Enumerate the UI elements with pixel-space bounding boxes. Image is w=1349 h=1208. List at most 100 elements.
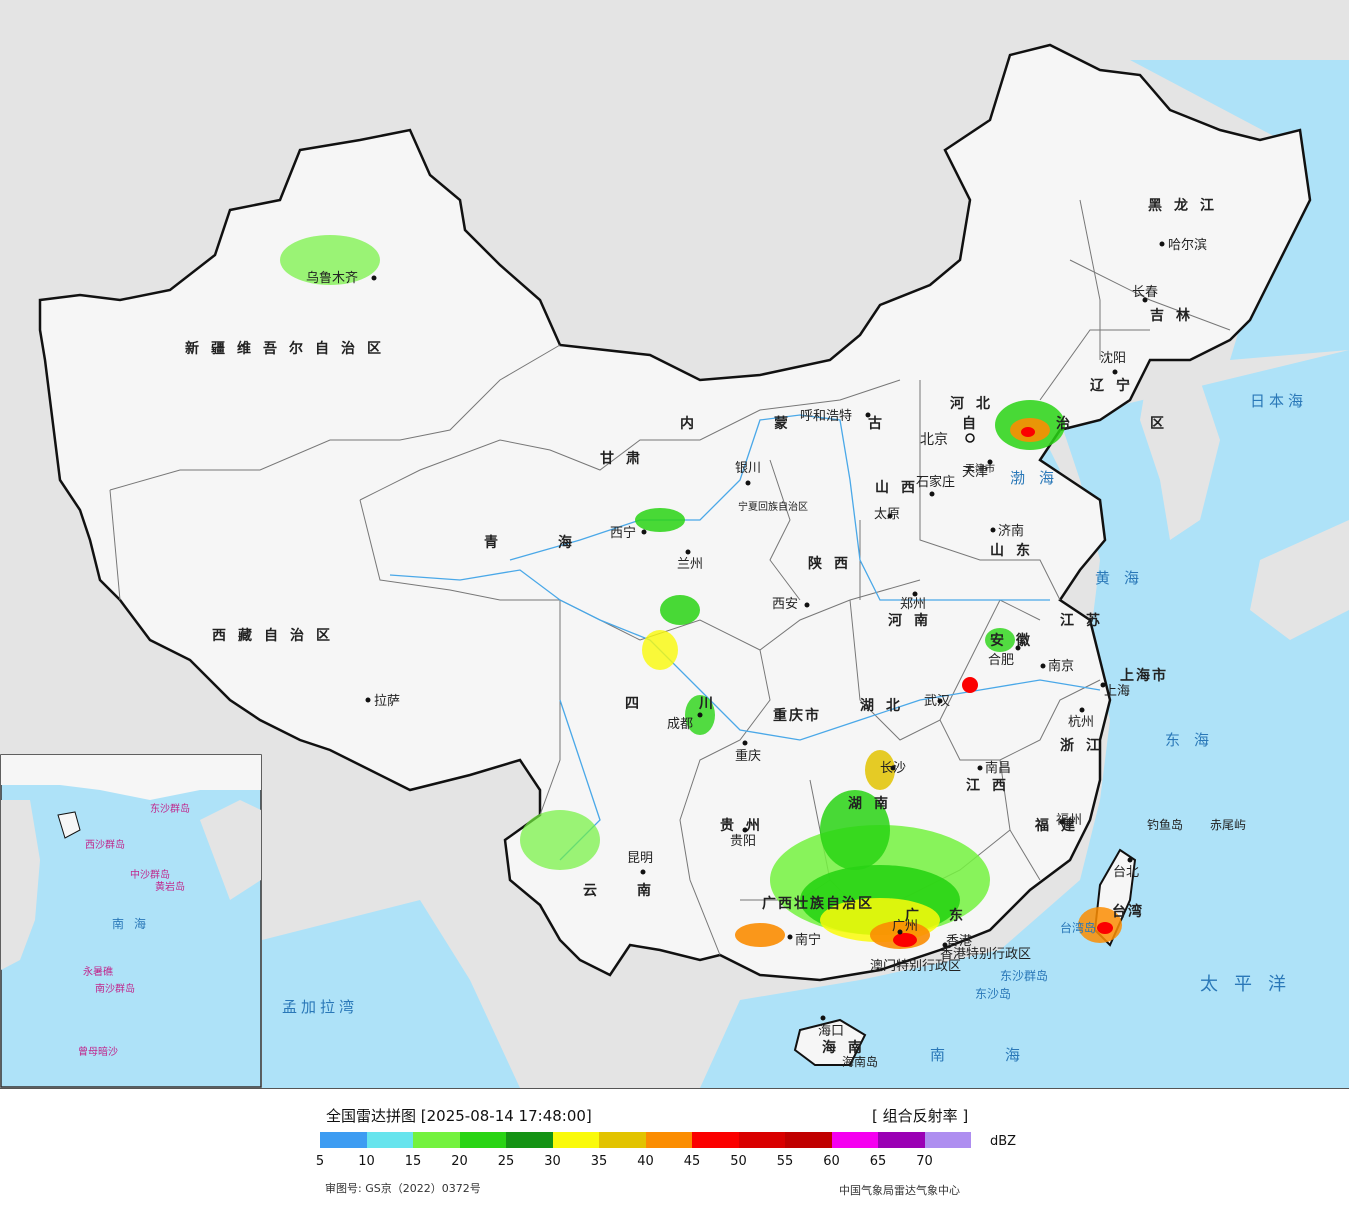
svg-text:台湾岛: 台湾岛 bbox=[1060, 920, 1096, 935]
svg-text:香港: 香港 bbox=[946, 934, 972, 949]
svg-text:东沙群岛: 东沙群岛 bbox=[150, 802, 190, 815]
colorbar-cell bbox=[645, 1132, 692, 1148]
city-marker: 福州 bbox=[1056, 813, 1082, 828]
colorbar-cell bbox=[738, 1132, 785, 1148]
province-label: 辽宁 bbox=[1090, 377, 1142, 394]
svg-text:东沙岛: 东沙岛 bbox=[975, 986, 1011, 1001]
svg-text:南海: 南海 bbox=[930, 1046, 1080, 1064]
svg-text:武汉: 武汉 bbox=[924, 694, 950, 709]
svg-text:杭州: 杭州 bbox=[1068, 715, 1094, 730]
city-marker: 合肥 bbox=[988, 645, 1021, 668]
province-label: 安徽 bbox=[990, 632, 1042, 649]
province-label: 广东 bbox=[905, 907, 993, 924]
city-marker: 乌鲁木齐 bbox=[306, 270, 377, 286]
city-marker: 沈阳 bbox=[1100, 351, 1126, 375]
svg-text:太平洋: 太平洋 bbox=[1200, 974, 1302, 995]
city-marker: 太原 bbox=[874, 507, 900, 522]
city-marker: 石家庄 bbox=[916, 474, 955, 497]
city-marker: 郑州 bbox=[900, 591, 926, 612]
svg-text:渤海: 渤海 bbox=[1010, 469, 1068, 487]
svg-text:兰州: 兰州 bbox=[677, 557, 703, 572]
city-marker: 长春 bbox=[1132, 285, 1158, 303]
city-marker: 杭州 bbox=[1068, 707, 1094, 730]
svg-text:曾母暗沙: 曾母暗沙 bbox=[78, 1045, 118, 1058]
province-label: 澳门特别行政区 bbox=[870, 958, 961, 974]
colorbar-cell bbox=[692, 1132, 739, 1148]
city-marker: 长沙 bbox=[880, 761, 906, 776]
province-label: 江苏 bbox=[1060, 612, 1112, 629]
svg-text:孟加拉湾: 孟加拉湾 bbox=[282, 998, 358, 1016]
city-marker: 广州 bbox=[892, 919, 918, 935]
svg-text:银川: 银川 bbox=[735, 461, 761, 476]
city-marker: 兰州 bbox=[677, 549, 703, 572]
svg-text:乌鲁木齐: 乌鲁木齐 bbox=[306, 270, 358, 286]
province-label: 海南 bbox=[822, 1039, 874, 1056]
ocean-east bbox=[700, 350, 1349, 1088]
city-marker: 拉萨 bbox=[365, 694, 400, 709]
province-label: 甘肃 bbox=[600, 450, 652, 467]
colorbar-tick: 30 bbox=[544, 1154, 561, 1169]
province-label: 内蒙古自治区 bbox=[680, 415, 1244, 432]
hainan-island bbox=[793, 1018, 867, 1066]
colorbar-tick: 20 bbox=[451, 1154, 468, 1169]
svg-text:合肥: 合肥 bbox=[988, 653, 1014, 668]
svg-text:黄海: 黄海 bbox=[1095, 569, 1153, 587]
colorbar-tick: 5 bbox=[315, 1154, 325, 1169]
colorbar-cell bbox=[366, 1132, 413, 1148]
city-marker: 呼和浩特 bbox=[800, 409, 871, 424]
city-marker: 重庆 bbox=[735, 740, 761, 764]
svg-text:重庆: 重庆 bbox=[735, 748, 761, 764]
japan-land bbox=[1250, 520, 1349, 640]
province-label: 四川 bbox=[625, 696, 773, 712]
city-marker: 南昌 bbox=[977, 760, 1011, 776]
sea-labels: 渤海 黄海 东海 南海 日本海 太平洋 孟加拉湾 bbox=[282, 392, 1303, 1064]
city-marker: 上海 bbox=[1100, 682, 1130, 699]
svg-text:海南岛: 海南岛 bbox=[842, 1054, 878, 1069]
colorbar-ticks: 5 10 15 20 25 30 35 40 45 50 55 60 65 70 bbox=[316, 1154, 1020, 1172]
svg-text:石家庄: 石家庄 bbox=[916, 474, 955, 490]
colorbar-cell bbox=[506, 1132, 553, 1148]
svg-text:长沙: 长沙 bbox=[880, 761, 906, 776]
province-label: 西藏自治区 bbox=[212, 627, 342, 644]
svg-text:海口: 海口 bbox=[818, 1024, 844, 1039]
province-label: 贵州 bbox=[720, 817, 772, 834]
city-marker: 南京 bbox=[1040, 658, 1074, 674]
colorbar-tick: 50 bbox=[730, 1154, 747, 1169]
svg-text:拉萨: 拉萨 bbox=[374, 694, 400, 709]
colorbar-tick: 25 bbox=[497, 1154, 515, 1169]
colorbar-tick: 55 bbox=[776, 1154, 794, 1169]
province-label: 天津市 bbox=[965, 462, 995, 475]
colorbar-tick: 70 bbox=[916, 1154, 933, 1169]
city-marker: 昆明 bbox=[627, 851, 653, 875]
province-label: 青海 bbox=[484, 534, 632, 551]
colorbar-tick: 45 bbox=[683, 1154, 701, 1169]
product-label: [ 组合反射率 ] bbox=[872, 1107, 969, 1125]
city-marker: 成都 bbox=[667, 712, 703, 732]
svg-text:中沙群岛: 中沙群岛 bbox=[130, 868, 170, 881]
colorbar-cell bbox=[924, 1132, 971, 1148]
province-label: 河北 bbox=[950, 395, 1002, 412]
legend-title: 全国雷达拼图 [2025-08-14 17:48:00] bbox=[326, 1107, 592, 1125]
svg-text:南宁: 南宁 bbox=[795, 932, 821, 948]
city-marker: 西安 bbox=[772, 597, 810, 612]
svg-text:太原: 太原 bbox=[874, 507, 900, 522]
svg-text:昆明: 昆明 bbox=[627, 851, 653, 866]
svg-text:南海: 南海 bbox=[112, 916, 156, 931]
svg-text:黄岩岛: 黄岩岛 bbox=[155, 880, 185, 893]
province-label: 湖南 bbox=[848, 795, 900, 812]
colorbar-tick: 65 bbox=[869, 1154, 887, 1169]
svg-text:赤尾屿: 赤尾屿 bbox=[1210, 818, 1246, 832]
province-label: 香港特别行政区 bbox=[940, 947, 1031, 962]
svg-text:西宁: 西宁 bbox=[610, 525, 636, 541]
map-canvas: 新疆维吾尔自治区 西藏自治区 青海 甘肃 内蒙古自治区 黑龙江 吉林 辽宁 河北… bbox=[0, 0, 1349, 1088]
inset-labels: 南海 西沙群岛 中沙群岛 南沙群岛 黄岩岛 永暑礁 曾母暗沙 东沙群岛 bbox=[78, 802, 190, 1058]
city-marker: 台北 bbox=[1113, 857, 1139, 880]
legend-panel bbox=[0, 1089, 1349, 1208]
city-marker: 香港 bbox=[942, 934, 972, 949]
svg-text:北京: 北京 bbox=[920, 432, 948, 448]
island-labels: 钓鱼岛 赤尾屿 东沙群岛 东沙岛 海南岛 台湾岛 bbox=[842, 817, 1246, 1069]
colorbar-tick: 60 bbox=[823, 1154, 840, 1169]
colorbar-cell bbox=[459, 1132, 506, 1148]
city-marker: 济南 bbox=[990, 523, 1024, 539]
city-marker: 银川 bbox=[735, 461, 761, 486]
